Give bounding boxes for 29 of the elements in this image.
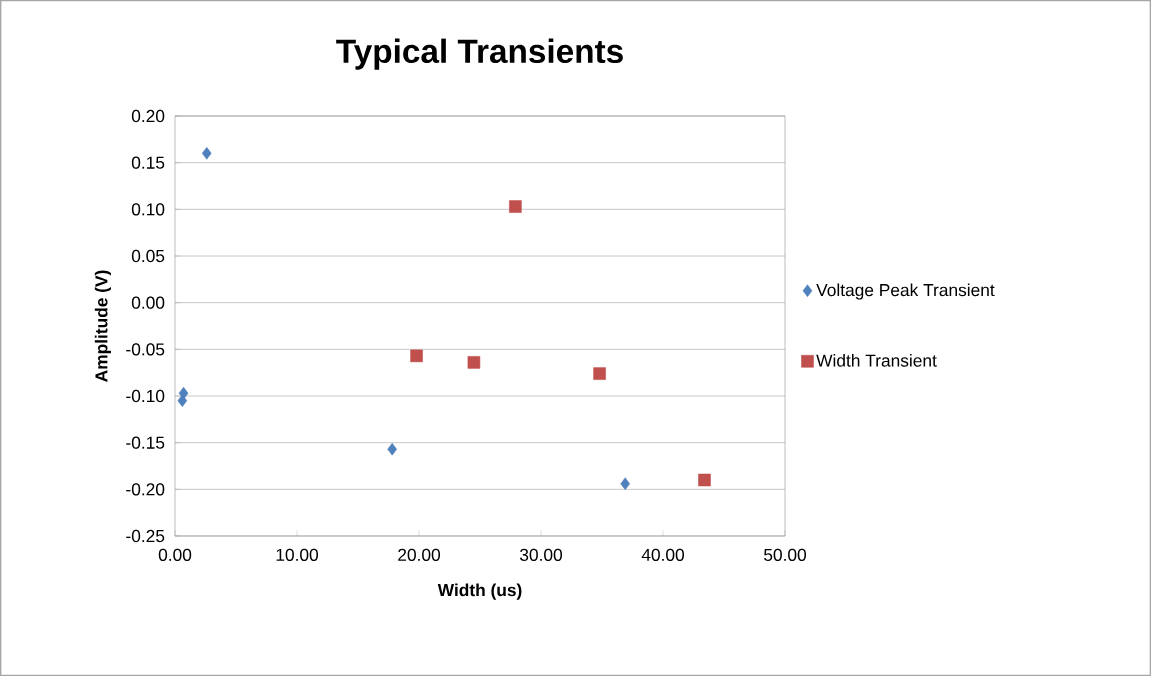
y-tick-label: -0.25 <box>126 529 165 543</box>
x-tick-label: 50.00 <box>764 548 807 561</box>
y-axis-title: Amplitude (V) <box>94 270 111 382</box>
point <box>509 200 522 213</box>
legend-label: Width Transient <box>816 353 937 367</box>
point <box>410 349 423 363</box>
y-tick-label: -0.20 <box>126 483 165 496</box>
x-tick-label: 40.00 <box>641 548 685 561</box>
y-tick-label: 0.10 <box>131 203 165 216</box>
y-tick-label: -0.10 <box>126 389 165 403</box>
legend-label: Voltage Peak Transient <box>816 283 995 300</box>
point <box>620 477 630 490</box>
chart-title: Typical Transients <box>336 38 623 70</box>
y-tick-label: 0.15 <box>131 156 165 169</box>
y-tick-label: 0.20 <box>131 109 165 123</box>
y-tick-label: 0.05 <box>131 249 165 263</box>
point <box>698 473 711 487</box>
point <box>467 356 481 369</box>
y-tick-label: 0.00 <box>131 296 165 309</box>
y-tick-label: -0.15 <box>126 436 165 449</box>
x-axis-title: Width (us) <box>437 583 522 600</box>
point <box>387 442 397 456</box>
x-tick-label: 30.00 <box>519 548 563 561</box>
point <box>201 147 212 160</box>
x-tick-label: 0.00 <box>158 548 192 561</box>
y-tick-label: -0.05 <box>126 343 165 356</box>
point <box>593 367 606 380</box>
x-tick-label: 20.00 <box>398 548 441 561</box>
x-tick-label: 10.00 <box>276 548 319 561</box>
